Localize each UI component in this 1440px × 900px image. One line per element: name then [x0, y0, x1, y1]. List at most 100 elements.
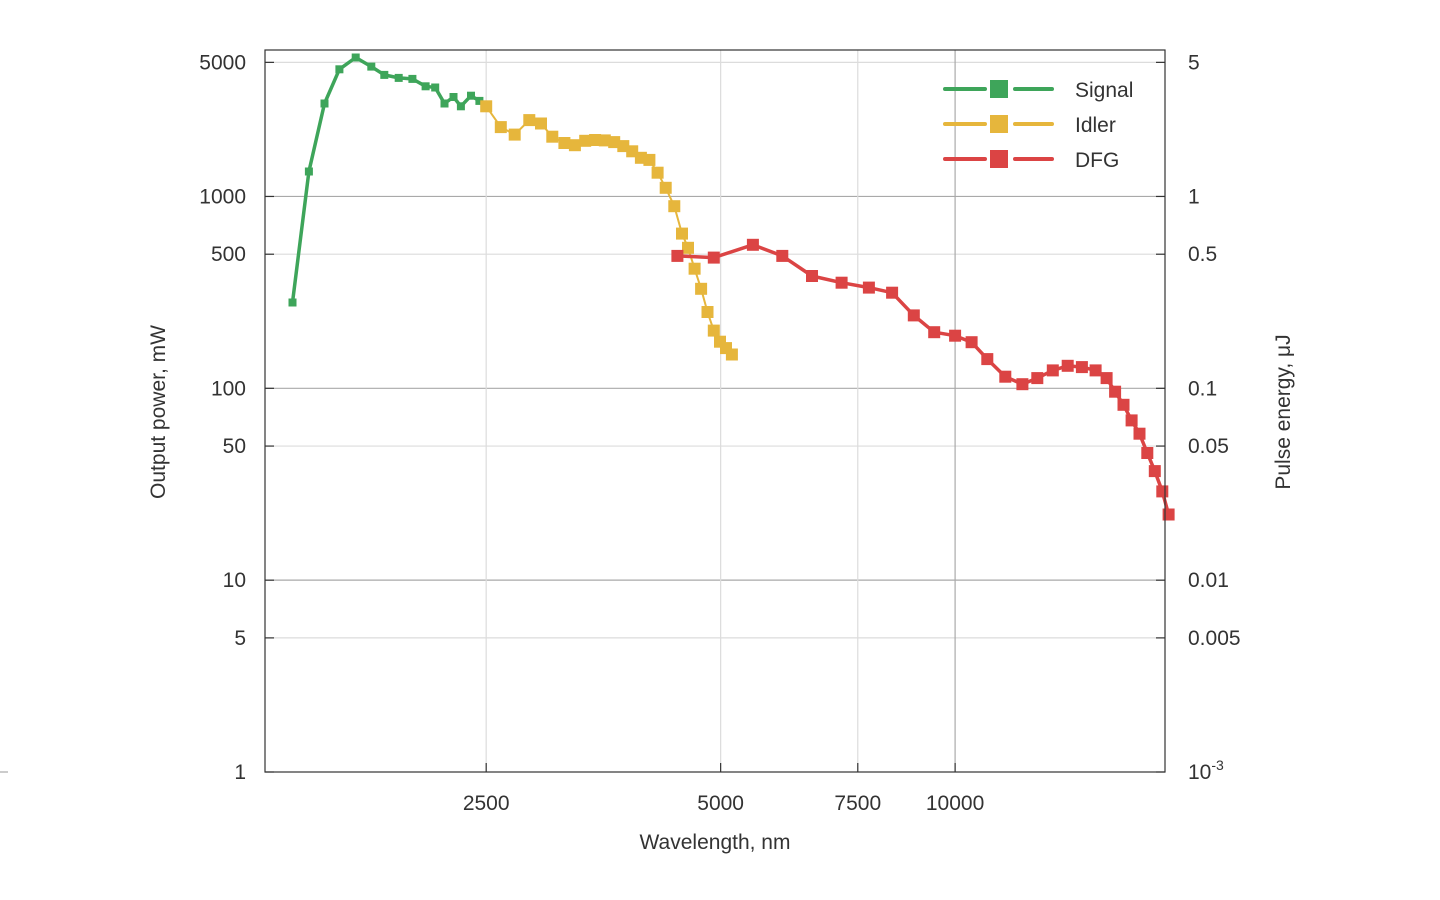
data-point	[695, 282, 708, 295]
data-point	[886, 286, 899, 299]
series-line	[290, 55, 481, 303]
data-point	[1046, 364, 1059, 377]
legend-label: DFG	[1075, 149, 1119, 172]
data-point	[1031, 372, 1044, 385]
data-point	[965, 336, 978, 349]
data-point	[1125, 414, 1138, 427]
series-signal	[288, 53, 484, 307]
data-point	[746, 238, 759, 251]
y2-axis-title: Pulse energy, μJ	[1272, 334, 1295, 489]
data-point	[546, 130, 559, 143]
y2-tick-label: 0.005	[1188, 627, 1241, 650]
data-point	[449, 93, 458, 101]
x-tick-label: 2500	[463, 792, 510, 815]
data-point	[394, 73, 403, 82]
data-point	[999, 370, 1012, 383]
data-point	[671, 249, 684, 262]
data-point	[558, 137, 571, 149]
data-point	[1075, 361, 1088, 374]
data-point	[523, 114, 536, 127]
data-point	[707, 324, 720, 337]
data-point	[651, 166, 664, 179]
x-axis-title: Wavelength, nm	[640, 831, 791, 854]
data-point	[608, 136, 621, 149]
data-point	[688, 262, 701, 275]
data-point	[1109, 385, 1122, 398]
data-point	[1100, 372, 1113, 385]
data-point	[676, 227, 688, 240]
series-line	[677, 243, 1171, 515]
series-dfg	[671, 238, 1175, 521]
y-tick-label: 1	[234, 761, 246, 784]
y2-tick-label: 0.5	[1188, 243, 1217, 266]
data-point	[862, 281, 875, 294]
y2-tick-label: 0.01	[1188, 569, 1229, 592]
legend-marker	[990, 115, 1008, 133]
data-point	[598, 134, 611, 147]
legend: Signal Idler DFG	[943, 79, 1133, 172]
data-point	[907, 309, 920, 322]
y2-tick-label: 5	[1188, 51, 1200, 74]
data-point	[467, 91, 475, 100]
data-point	[1089, 364, 1102, 377]
data-point	[480, 100, 493, 113]
data-point	[835, 276, 848, 289]
y-tick-label: 5000	[199, 51, 246, 74]
tick-labels: 1 10-3 5 0.005 10 0.01 50 0.05 100 0.1 500 0.5 1000 1…	[199, 51, 1240, 815]
ticks	[265, 61, 1165, 773]
data-point	[928, 326, 941, 339]
y2-tick-label: 1	[1188, 185, 1200, 208]
data-point	[668, 200, 681, 213]
series-idler	[480, 100, 738, 361]
data-point	[981, 353, 994, 366]
y2-tick-label: 10-3	[1188, 757, 1224, 784]
data-point	[1141, 447, 1154, 459]
data-point	[475, 96, 484, 105]
data-point	[288, 298, 297, 307]
data-point	[1133, 427, 1146, 440]
data-point	[1061, 359, 1074, 372]
legend-item: Signal	[943, 79, 1133, 102]
y-axis-title: Output power, mW	[147, 325, 170, 499]
y-tick-label: 50	[223, 435, 246, 458]
data-point	[643, 153, 656, 166]
data-point	[579, 134, 592, 147]
y-tick-label: 500	[211, 243, 246, 266]
data-point	[701, 306, 714, 318]
y2-tick-label: 0.05	[1188, 435, 1229, 458]
data-point	[1117, 398, 1130, 411]
x-tick-label: 7500	[834, 792, 881, 815]
data-point	[1148, 465, 1161, 478]
data-point	[568, 139, 581, 152]
data-point	[949, 329, 962, 342]
legend-marker	[990, 80, 1008, 98]
data-point	[1016, 378, 1029, 391]
data-point	[335, 65, 344, 74]
data-point	[351, 53, 360, 62]
y2-tick-label: 0.1	[1188, 377, 1217, 400]
legend-marker	[990, 150, 1008, 168]
data-point	[1156, 485, 1169, 498]
data-point	[408, 74, 417, 83]
x-tick-label: 10000	[926, 792, 984, 815]
legend-label: Signal	[1075, 79, 1133, 102]
data-point	[806, 270, 818, 282]
data-point	[659, 181, 672, 194]
series-layer	[288, 53, 1175, 521]
legend-item: DFG	[943, 149, 1119, 172]
data-point	[431, 83, 440, 92]
data-point	[320, 99, 329, 108]
data-point	[535, 117, 547, 130]
data-point	[725, 348, 738, 361]
data-point	[494, 121, 507, 134]
data-point	[421, 82, 430, 91]
data-point	[707, 251, 720, 264]
x-tick-label: 5000	[697, 792, 744, 815]
data-point	[367, 62, 376, 71]
data-point	[589, 134, 602, 146]
data-point	[380, 70, 389, 79]
data-point	[304, 167, 313, 176]
y-tick-label: 1000	[199, 185, 246, 208]
y-tick-label: 10	[223, 569, 246, 592]
